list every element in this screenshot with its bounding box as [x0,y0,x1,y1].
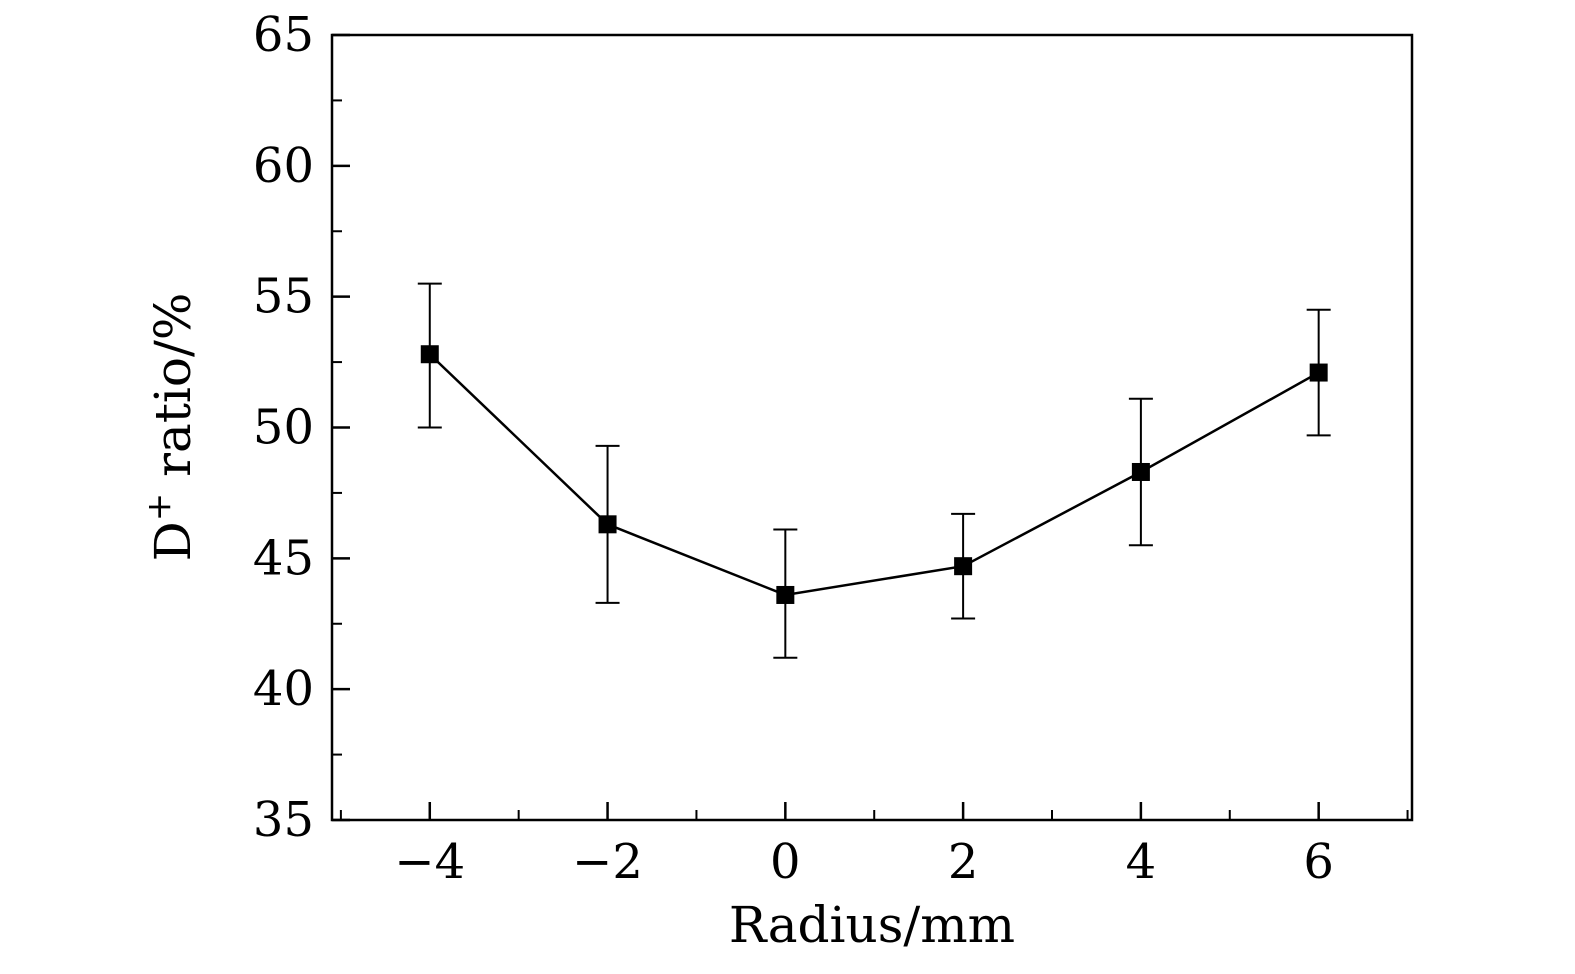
data-point-marker [1131,462,1150,481]
plot-area: −4 −2 0 2 4 6 35 40 45 50 55 60 65 [253,7,1414,890]
y-tick-label: 65 [253,7,314,63]
data-point-marker [420,345,439,364]
x-tick-label: 0 [770,834,801,890]
data-point-marker [1309,363,1328,382]
y-tick-label: 40 [253,661,314,717]
x-tick-label: −4 [394,834,465,890]
x-tick-label: 4 [1126,834,1157,890]
y-tick-label: 35 [253,792,314,848]
y-tick-label: 60 [253,138,314,194]
y-tick-label: 55 [253,269,314,325]
plot-frame [330,33,1414,822]
y-axis-label: D+ ratio/% [139,293,202,562]
x-tick-label: 6 [1303,834,1334,890]
x-tick-label: 2 [948,834,979,890]
data-point-marker [954,557,973,576]
y-tick-label: 45 [253,530,314,586]
x-tick-label: −2 [572,834,643,890]
data-point-marker [598,515,617,534]
error-bars-group [417,282,1331,659]
markers-group [420,345,1328,604]
y-tick-label: 50 [253,400,314,456]
data-point-marker [776,585,795,604]
data-line [428,353,1320,597]
x-axis-label: Radius/mm [729,896,1015,954]
